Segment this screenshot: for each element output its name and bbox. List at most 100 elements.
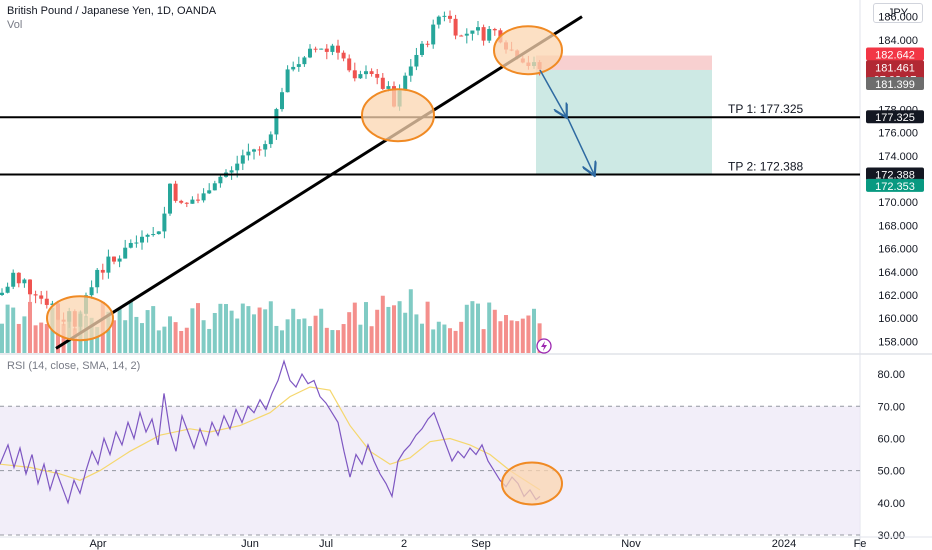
volume-bar [224, 304, 228, 353]
candle-body [459, 35, 464, 37]
volume-bar [515, 321, 520, 353]
candle-body [319, 48, 324, 50]
candle-body [358, 74, 363, 79]
candle-body [352, 70, 357, 79]
candle-body [212, 183, 217, 191]
candle-body [168, 183, 172, 214]
volume-bar [39, 322, 44, 353]
price-badge-label: 182.642 [875, 50, 915, 62]
rsi-tick: 80.00 [877, 369, 905, 381]
volume-bar [22, 316, 27, 353]
candle-body [420, 43, 424, 55]
volume-bar [16, 323, 21, 353]
volume-bar [336, 330, 340, 353]
volume-bar [212, 312, 217, 353]
candle-body [492, 29, 497, 31]
rsi-tick: 70.00 [877, 401, 905, 413]
highlight-circle-2 [361, 88, 435, 143]
candle-body [380, 77, 385, 89]
price-badge [866, 167, 924, 181]
volume-bar [358, 324, 363, 353]
price-tick: 170.000 [878, 197, 918, 209]
rsi-tick: 60.00 [877, 433, 905, 445]
volume-bar [448, 328, 452, 353]
volume-bar [302, 318, 307, 353]
volume-bar [420, 323, 424, 353]
volume-bar [403, 312, 408, 353]
volume-bar [453, 330, 458, 353]
volume-bar [179, 330, 184, 353]
candle-body [302, 57, 307, 65]
candle-body [0, 292, 4, 295]
highlight-circle-3 [493, 25, 563, 76]
trendline [55, 15, 583, 350]
candle-body [487, 29, 492, 41]
price-tick: 162.000 [878, 290, 918, 302]
volume-bar [5, 304, 10, 353]
volume-bar [117, 308, 122, 353]
candle-body [16, 272, 21, 284]
candle-body [95, 269, 100, 288]
price-tick: 184.000 [878, 35, 918, 47]
volume-bar [442, 324, 447, 353]
price-tick: 168.000 [878, 220, 918, 232]
candle-body [162, 213, 167, 232]
volume-bar [414, 314, 419, 353]
candle-body [5, 286, 10, 293]
volume-bar [487, 302, 492, 353]
volume-bar [184, 327, 189, 353]
volume-bar [330, 330, 335, 353]
volume-bar [246, 306, 251, 353]
volume-bar [397, 301, 402, 353]
candle-body [341, 52, 346, 59]
volume-bar [375, 309, 380, 353]
volume-bar [308, 326, 312, 353]
candle-body [179, 200, 184, 203]
volume-bar [162, 326, 167, 353]
volume-bar [425, 301, 430, 353]
candle-body [274, 109, 279, 135]
volume-bar [218, 303, 223, 353]
candle-body [184, 202, 189, 204]
candle-body [39, 295, 44, 299]
price-tick: 174.000 [878, 151, 918, 163]
volume-bar [257, 307, 262, 353]
candle-body [436, 16, 441, 25]
highlight-circle-1 [46, 295, 114, 342]
volume-bar [532, 308, 536, 353]
candle-body [246, 151, 251, 156]
price-tick: 176.000 [878, 128, 918, 140]
candle-body [240, 155, 245, 164]
candle-body [201, 193, 206, 201]
price-tick: 158.000 [878, 336, 918, 348]
candle-body [386, 86, 391, 89]
volume-bar [526, 315, 531, 353]
candle-body [33, 294, 38, 296]
candle-body [257, 149, 262, 151]
candle-body [408, 66, 413, 76]
candle-body [442, 15, 447, 17]
candle-body [336, 45, 340, 53]
time-tick: Jun [241, 538, 259, 550]
candle-body [190, 199, 195, 204]
volume-bar [319, 308, 324, 353]
candle-body [112, 256, 116, 262]
volume-bar [235, 318, 240, 353]
price-badge-label: 172.353 [875, 181, 915, 193]
candle-body [117, 258, 122, 262]
volume-bar [492, 309, 497, 353]
volume-bar [173, 322, 178, 353]
volume-bar [106, 311, 111, 353]
candle-body [313, 48, 318, 50]
volume-bar [11, 307, 16, 353]
candle-body [476, 27, 480, 31]
currency-button[interactable]: JPY [873, 3, 923, 23]
time-tick: 2024 [772, 538, 796, 550]
volume-bar [537, 323, 542, 353]
candle-body [218, 176, 223, 184]
price-badge [866, 47, 924, 61]
take-profit-zone [536, 69, 712, 175]
price-badge-label: 177.325 [875, 112, 915, 124]
lightning-icon [541, 341, 547, 351]
